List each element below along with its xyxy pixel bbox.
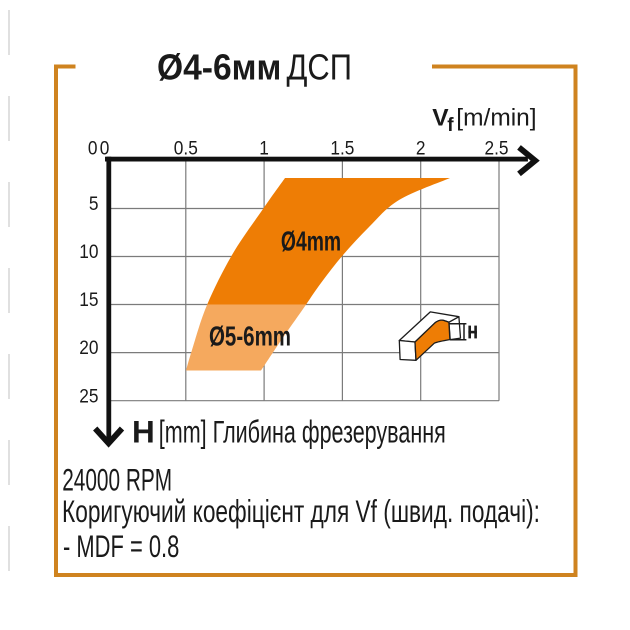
svg-text:Ø4mm: Ø4mm (281, 227, 341, 257)
svg-text:Ø4-6мм: Ø4-6мм (157, 47, 281, 88)
svg-text:Ø5-6mm: Ø5-6mm (209, 321, 291, 352)
svg-text:24000 RPM: 24000 RPM (62, 462, 172, 497)
svg-text:10: 10 (79, 241, 98, 262)
svg-text:20: 20 (79, 337, 98, 358)
svg-text:V: V (432, 105, 449, 132)
svg-text:2: 2 (416, 138, 426, 159)
svg-text:1.5: 1.5 (330, 138, 354, 159)
svg-text:0.5: 0.5 (174, 138, 198, 159)
svg-text:Коригуючий коефіцієнт для Vf (: Коригуючий коефіцієнт для Vf (швид. пода… (62, 493, 540, 529)
svg-text:5: 5 (89, 193, 99, 214)
svg-text:0: 0 (100, 138, 110, 159)
svg-text:25: 25 (79, 386, 98, 407)
svg-text:[m/min]: [m/min] (456, 105, 536, 132)
svg-text:0: 0 (88, 138, 98, 159)
svg-text:1: 1 (259, 138, 269, 159)
svg-text:15: 15 (79, 289, 98, 310)
svg-text:- MDF = 0.8: - MDF = 0.8 (63, 528, 179, 564)
svg-text:H: H (132, 414, 155, 450)
svg-text:f: f (447, 115, 454, 136)
svg-text:ДСП: ДСП (287, 47, 352, 88)
svg-text:[mm] Глибина фрезерування: [mm] Глибина фрезерування (159, 414, 446, 449)
svg-text:2.5: 2.5 (484, 138, 508, 159)
